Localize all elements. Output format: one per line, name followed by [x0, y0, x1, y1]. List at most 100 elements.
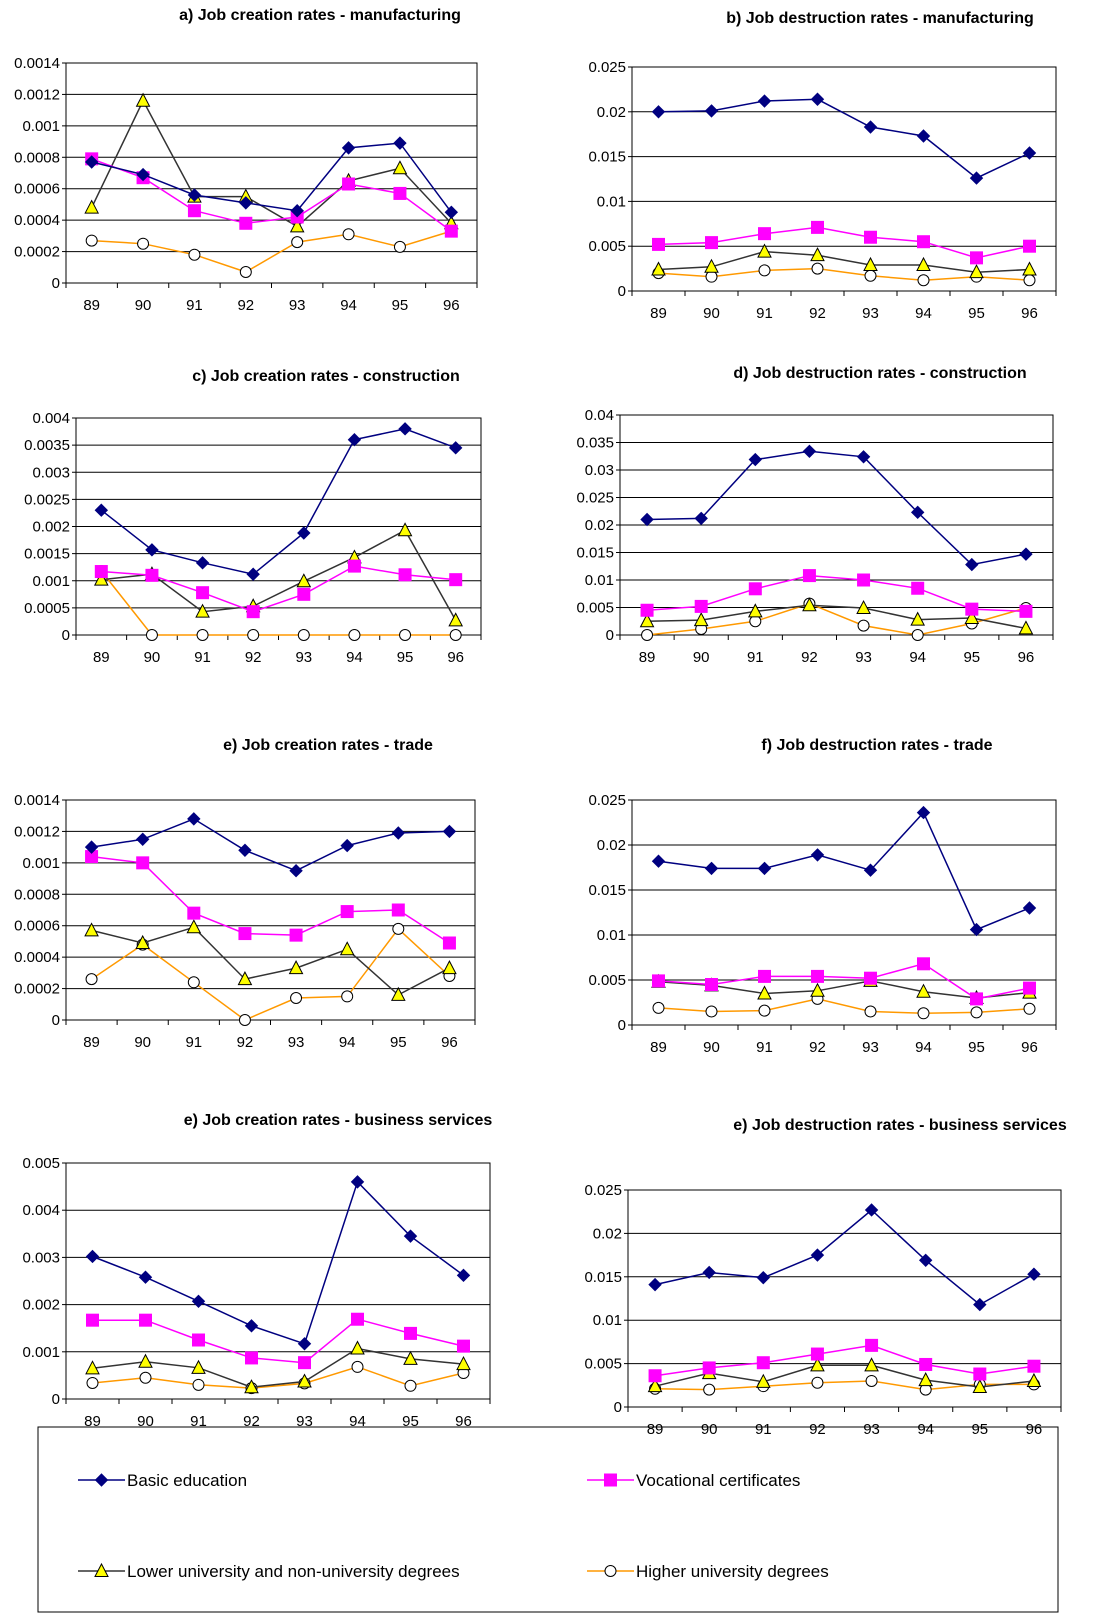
data-point-lower [138, 1353, 153, 1368]
data-point-lower [448, 612, 464, 627]
data-point-lower [390, 986, 406, 1001]
data-point-higher [196, 629, 209, 641]
data-point-basic [297, 526, 311, 540]
data-point-lower [863, 256, 878, 272]
data-point-vocational [864, 230, 877, 244]
data-point-vocational [702, 1361, 716, 1375]
data-point-basic [85, 1249, 100, 1264]
data-point-lower [392, 160, 408, 175]
y-tick-label: 0.01 [593, 1312, 622, 1329]
data-point-lower [972, 1378, 988, 1394]
data-point-lower [244, 1379, 259, 1394]
data-point-vocational [347, 559, 361, 573]
x-tick-label: 95 [402, 1413, 419, 1430]
x-tick-label: 91 [186, 297, 203, 314]
x-tick-label: 92 [237, 1034, 254, 1051]
data-point-basic [350, 1175, 365, 1189]
data-point-vocational [393, 186, 407, 200]
x-tick-label: 96 [443, 297, 460, 314]
data-point-vocational [239, 216, 253, 230]
data-point-higher [393, 240, 406, 253]
series-basic [640, 444, 1033, 572]
x-tick-label: 95 [392, 297, 409, 314]
data-point-basic [640, 512, 654, 527]
series-line-vocational [647, 574, 1026, 613]
data-point-lower [1026, 1372, 1042, 1387]
data-point-vocational [652, 974, 665, 988]
data-point-higher [857, 619, 870, 632]
plot-area [65, 62, 478, 284]
data-point-basic [757, 94, 772, 108]
data-point-basic [340, 838, 354, 853]
data-point-lower [704, 258, 719, 273]
data-point-lower [288, 960, 304, 975]
y-tick-label: 0.001 [22, 118, 60, 135]
y-tick-label: 0.01 [585, 572, 614, 589]
legend-marker-vocational [604, 1473, 617, 1487]
series-line-lower [658, 980, 1030, 999]
x-tick-label: 89 [650, 305, 667, 322]
data-point-higher [239, 266, 252, 278]
data-point-higher [187, 976, 200, 989]
y-tick-label: 0.035 [576, 435, 614, 452]
chart-title: b) Job destruction rates - manufacturing [726, 10, 1034, 27]
y-tick-label: 0.002 [32, 519, 70, 536]
y-tick-label: 0.001 [32, 573, 70, 590]
legend-item-basic: Basic education [78, 1471, 247, 1490]
data-point-lower [810, 982, 825, 997]
series-lower [647, 1357, 1042, 1394]
data-point-higher [399, 629, 412, 641]
x-tick-label: 91 [747, 649, 764, 666]
data-point-higher [811, 1376, 824, 1389]
x-tick-label: 96 [1021, 1039, 1038, 1056]
data-point-lower [916, 983, 931, 998]
data-point-vocational [748, 582, 762, 596]
series-line-lower [647, 604, 1027, 630]
series-line-basic [658, 98, 1030, 179]
x-tick-label: 93 [288, 1034, 305, 1051]
x-tick-label: 92 [809, 1039, 826, 1056]
series-line-lower [91, 99, 452, 228]
data-point-lower [1022, 261, 1037, 276]
data-point-basic [138, 1270, 153, 1284]
data-point-higher [1023, 1002, 1036, 1015]
data-point-vocational [139, 1313, 152, 1327]
x-tick-label: 94 [349, 1413, 366, 1430]
data-point-vocational [187, 204, 201, 218]
series-line-vocational [91, 855, 450, 944]
data-point-higher [865, 1374, 878, 1387]
series-higher [85, 225, 458, 278]
series-basic [651, 92, 1037, 185]
series-basic [648, 1203, 1041, 1312]
x-tick-label: 90 [703, 1039, 720, 1056]
x-tick-label: 91 [755, 1421, 772, 1438]
data-point-lower [135, 92, 151, 107]
y-tick-label: 0 [618, 283, 626, 300]
data-point-lower [864, 1357, 879, 1372]
data-point-higher [404, 1379, 417, 1392]
y-tick-label: 0.005 [588, 972, 626, 989]
chart-title: a) Job creation rates - manufacturing [179, 7, 461, 24]
data-point-vocational [694, 599, 708, 613]
chart-panel-2: c) Job creation rates - construction 0 0.0… [24, 368, 482, 666]
data-point-vocational [705, 236, 718, 250]
data-point-vocational [398, 568, 412, 582]
data-point-basic [651, 105, 666, 119]
data-point-basic [910, 505, 925, 520]
data-point-higher [864, 269, 877, 282]
data-point-lower [1018, 620, 1034, 635]
y-tick-label: 0.01 [597, 193, 626, 210]
data-point-higher [392, 922, 405, 935]
chart-panel-6: e) Job creation rates - business service… [22, 1112, 492, 1430]
data-point-basic [694, 511, 708, 526]
data-point-lower [910, 611, 926, 626]
data-point-lower [647, 1378, 663, 1393]
data-point-basic [403, 1229, 418, 1243]
x-tick-label: 89 [84, 1413, 101, 1430]
data-point-higher [917, 1007, 930, 1020]
data-point-basic [1022, 146, 1037, 160]
data-point-higher [188, 248, 201, 261]
x-tick-label: 91 [185, 1034, 202, 1051]
data-point-basic [135, 832, 150, 846]
series-line-vocational [658, 962, 1030, 1000]
